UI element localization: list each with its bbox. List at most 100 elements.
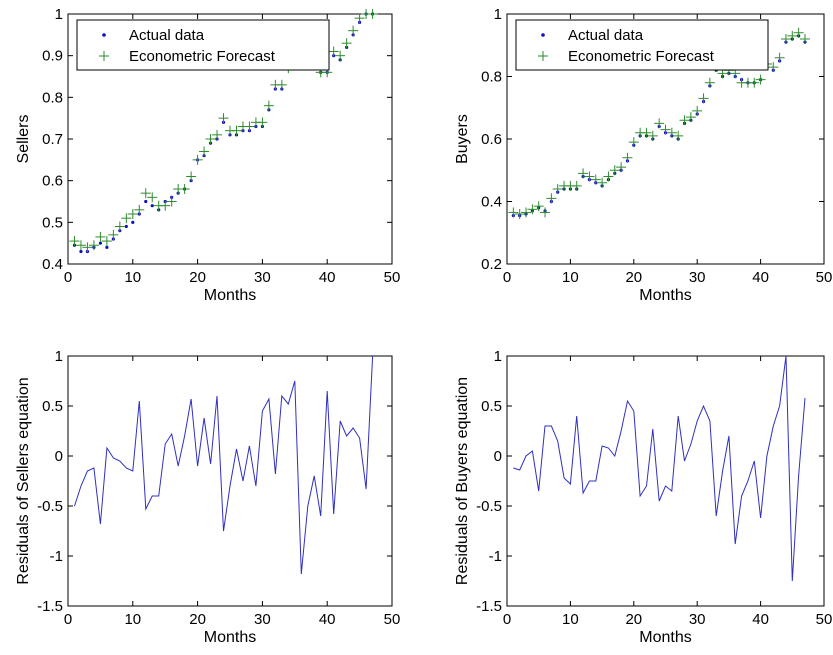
forecast-plus-marker [679, 115, 690, 126]
y-tick-label: 0.5 [42, 398, 63, 415]
actual-data-point [150, 204, 154, 208]
forecast-plus-marker [799, 34, 810, 44]
forecast-plus-marker [584, 171, 595, 182]
x-tick-label: 30 [254, 611, 271, 628]
x-tick-label: 30 [254, 269, 271, 286]
forecast-plus-marker [218, 113, 229, 124]
y-tick-label: 0.5 [481, 398, 502, 415]
forecast-plus-marker [114, 221, 125, 232]
x-axis-label: Months [639, 287, 691, 304]
y-tick-label: -0.5 [37, 498, 63, 515]
x-tick-label: 0 [503, 611, 511, 628]
forecast-plus-marker [749, 77, 760, 88]
legend-box [76, 19, 330, 71]
x-axis-label: Months [204, 287, 256, 304]
series-1 [513, 355, 806, 582]
x-tick-label: 20 [189, 611, 206, 628]
forecast-plus-marker [774, 52, 785, 63]
forecast-plus-marker [641, 127, 652, 138]
actual-data-point [124, 224, 128, 229]
y-tick-label: 0 [55, 448, 63, 465]
forecast-plus-marker [768, 62, 779, 73]
chart-panel-1: 0 10 20 30 40 50 0.4 0.5 0.6 0.7 0.8 0.9 1 Months Sell… [15, 6, 400, 304]
forecast-plus-marker [552, 184, 563, 194]
forecast-plus-marker [527, 204, 538, 215]
forecast-plus-marker [660, 124, 671, 135]
y-tick-label: 0.7 [42, 131, 63, 148]
forecast-plus-marker [88, 240, 99, 251]
forecast-plus-marker [622, 152, 633, 163]
y-tick-label: -0.5 [476, 498, 502, 515]
x-axis-label: Months [639, 629, 691, 646]
y-tick-label: 0.2 [481, 256, 502, 273]
y-tick-label: 1 [494, 348, 502, 365]
y-axis-label: Buyers [454, 114, 471, 164]
y-tick-label: 1 [55, 6, 63, 23]
forecast-plus-marker [212, 129, 223, 140]
forecast-plus-marker [127, 209, 138, 219]
forecast-plus-marker [654, 118, 665, 129]
forecast-plus-marker [147, 192, 158, 203]
forecast-plus-marker [354, 13, 365, 24]
forecast-plus-marker [199, 146, 210, 157]
forecast-plus-marker [780, 34, 791, 44]
forecast-plus-marker [341, 38, 352, 49]
series-1 [74, 355, 374, 575]
forecast-plus-marker [647, 130, 658, 141]
forecast-plus-marker [793, 27, 804, 38]
legend: Actual data Econometric Forecast [76, 19, 330, 71]
forecast-plus-marker [533, 201, 544, 212]
y-tick-label: -1.5 [476, 598, 502, 615]
forecast-plus-marker [698, 93, 709, 104]
y-tick-label: 0.6 [481, 131, 502, 148]
forecast-plus-marker [95, 231, 106, 242]
y-axis-label: Sellers [15, 115, 32, 164]
y-tick-label: 0.8 [42, 89, 63, 106]
x-tick-label: 50 [384, 611, 401, 628]
actual-data-point [131, 220, 135, 224]
y-tick-label: 0.4 [481, 194, 502, 211]
forecast-plus-marker [186, 171, 197, 182]
forecast-plus-marker [192, 154, 203, 165]
y-tick-label: 0.6 [42, 173, 63, 190]
plot-area [506, 355, 825, 607]
actual-data-point [79, 249, 83, 254]
forecast-plus-marker [244, 121, 255, 132]
legend-box [515, 19, 769, 71]
forecast-plus-marker [704, 77, 715, 88]
x-tick-label: 10 [562, 611, 579, 628]
legend-dot [541, 33, 545, 37]
legend: Actual data Econometric Forecast [515, 19, 769, 71]
forecast-plus-marker [673, 130, 684, 141]
y-tick-label: -1 [50, 548, 63, 565]
y-axis-label: Residuals of Sellers equation [15, 377, 32, 584]
forecast-plus-marker [75, 240, 86, 251]
y-tick-label: -1.5 [37, 598, 63, 615]
forecast-plus-marker [597, 177, 608, 188]
forecast-plus-marker [205, 134, 216, 144]
x-axis-label: Months [204, 629, 256, 646]
forecast-plus-marker [755, 74, 766, 85]
x-tick-label: 0 [64, 611, 72, 628]
forecast-plus-marker [546, 193, 557, 204]
forecast-plus-marker [514, 209, 525, 219]
actual-data-point [98, 241, 102, 245]
x-tick-label: 40 [752, 269, 769, 286]
forecast-plus-marker [179, 184, 190, 194]
x-tick-label: 20 [625, 269, 642, 286]
forecast-plus-marker [328, 46, 339, 57]
forecast-plus-marker [367, 9, 378, 19]
forecast-plus-marker [787, 30, 798, 41]
y-tick-label: -1 [489, 548, 502, 565]
y-axis-label: Residuals of Buyers equation [454, 377, 471, 585]
y-tick-label: 0.8 [481, 69, 502, 86]
forecast-plus-marker [628, 137, 639, 148]
x-tick-label: 40 [752, 611, 769, 628]
forecast-plus-marker [134, 204, 145, 215]
y-tick-label: 1 [494, 6, 502, 23]
forecast-plus-marker [160, 200, 171, 211]
series-1 [72, 12, 375, 254]
forecast-plus-marker [82, 242, 93, 253]
forecast-plus-marker [603, 171, 614, 182]
forecast-plus-marker [101, 236, 112, 247]
